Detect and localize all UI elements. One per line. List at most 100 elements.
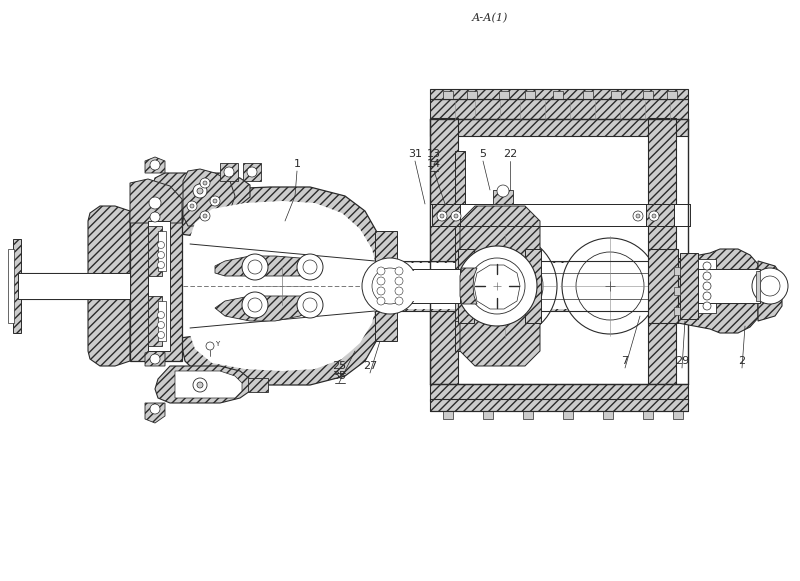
Bar [8, 249, 14, 323]
Bar [603, 411, 613, 419]
Circle shape [149, 197, 161, 209]
Circle shape [395, 297, 403, 305]
Bar [611, 91, 621, 99]
Bar [455, 151, 465, 351]
Text: 5: 5 [479, 149, 486, 159]
Bar [430, 89, 688, 99]
Circle shape [150, 212, 160, 222]
Circle shape [248, 298, 262, 312]
Bar [430, 384, 688, 401]
Text: 13: 13 [427, 149, 441, 159]
Circle shape [303, 260, 317, 274]
Circle shape [760, 276, 780, 296]
Bar [13, 239, 21, 333]
Polygon shape [215, 256, 310, 276]
Bar [648, 118, 676, 386]
Circle shape [562, 238, 658, 334]
Circle shape [197, 188, 203, 194]
Bar [698, 259, 716, 313]
Bar [375, 231, 397, 261]
Circle shape [362, 258, 418, 314]
Polygon shape [145, 403, 165, 423]
Bar [443, 411, 453, 419]
Bar [643, 411, 653, 419]
Circle shape [303, 298, 317, 312]
Bar [430, 399, 688, 411]
Circle shape [395, 287, 403, 295]
Circle shape [377, 277, 385, 285]
Circle shape [297, 292, 323, 318]
Circle shape [203, 181, 207, 185]
Polygon shape [460, 311, 540, 366]
Circle shape [210, 196, 220, 206]
Text: 25: 25 [332, 361, 346, 371]
Polygon shape [180, 187, 385, 261]
Bar [583, 91, 593, 99]
Bar [158, 231, 166, 271]
Circle shape [703, 302, 711, 310]
Text: 27: 27 [363, 361, 377, 371]
Circle shape [454, 214, 458, 218]
Circle shape [200, 178, 210, 188]
Bar [563, 411, 573, 419]
Circle shape [437, 211, 447, 221]
Circle shape [190, 204, 194, 208]
Circle shape [395, 277, 403, 285]
Bar [455, 251, 465, 321]
Text: 2: 2 [738, 356, 746, 366]
Circle shape [158, 311, 165, 318]
Bar [375, 311, 397, 341]
Bar [698, 269, 760, 303]
Text: Y: Y [215, 341, 219, 347]
Bar [158, 301, 166, 341]
Polygon shape [88, 206, 130, 366]
Circle shape [197, 382, 203, 388]
Bar [643, 91, 653, 99]
Circle shape [158, 242, 165, 249]
Circle shape [206, 342, 214, 350]
Polygon shape [474, 265, 520, 309]
Circle shape [158, 261, 165, 268]
Bar [674, 267, 680, 275]
Circle shape [652, 214, 656, 218]
Text: А-А(1): А-А(1) [472, 13, 508, 23]
Bar [525, 91, 535, 99]
Bar [493, 190, 513, 204]
Circle shape [377, 267, 385, 275]
Circle shape [150, 354, 160, 364]
Circle shape [193, 378, 207, 392]
Circle shape [150, 160, 160, 170]
Bar [443, 91, 453, 99]
Bar [523, 411, 533, 419]
Polygon shape [460, 206, 540, 261]
Circle shape [636, 214, 640, 218]
Text: 22: 22 [503, 149, 517, 159]
Bar [430, 204, 690, 226]
Circle shape [497, 185, 509, 197]
Circle shape [247, 167, 257, 177]
Circle shape [377, 297, 385, 305]
Bar [243, 163, 261, 181]
Polygon shape [145, 157, 165, 173]
Polygon shape [460, 268, 477, 304]
Bar [673, 411, 683, 419]
Polygon shape [175, 371, 242, 398]
Bar [248, 378, 268, 392]
Text: 29: 29 [675, 356, 689, 366]
Polygon shape [180, 311, 385, 385]
Circle shape [158, 252, 165, 259]
Polygon shape [758, 261, 782, 321]
Bar [646, 204, 674, 226]
Circle shape [703, 282, 711, 290]
Text: 14: 14 [427, 159, 441, 169]
Circle shape [297, 254, 323, 280]
Bar [148, 296, 162, 346]
Circle shape [213, 199, 217, 203]
Circle shape [633, 211, 643, 221]
Polygon shape [145, 349, 165, 366]
Circle shape [395, 267, 403, 275]
Bar [430, 99, 688, 121]
Bar [220, 163, 238, 181]
Circle shape [200, 211, 210, 221]
Circle shape [377, 287, 385, 295]
